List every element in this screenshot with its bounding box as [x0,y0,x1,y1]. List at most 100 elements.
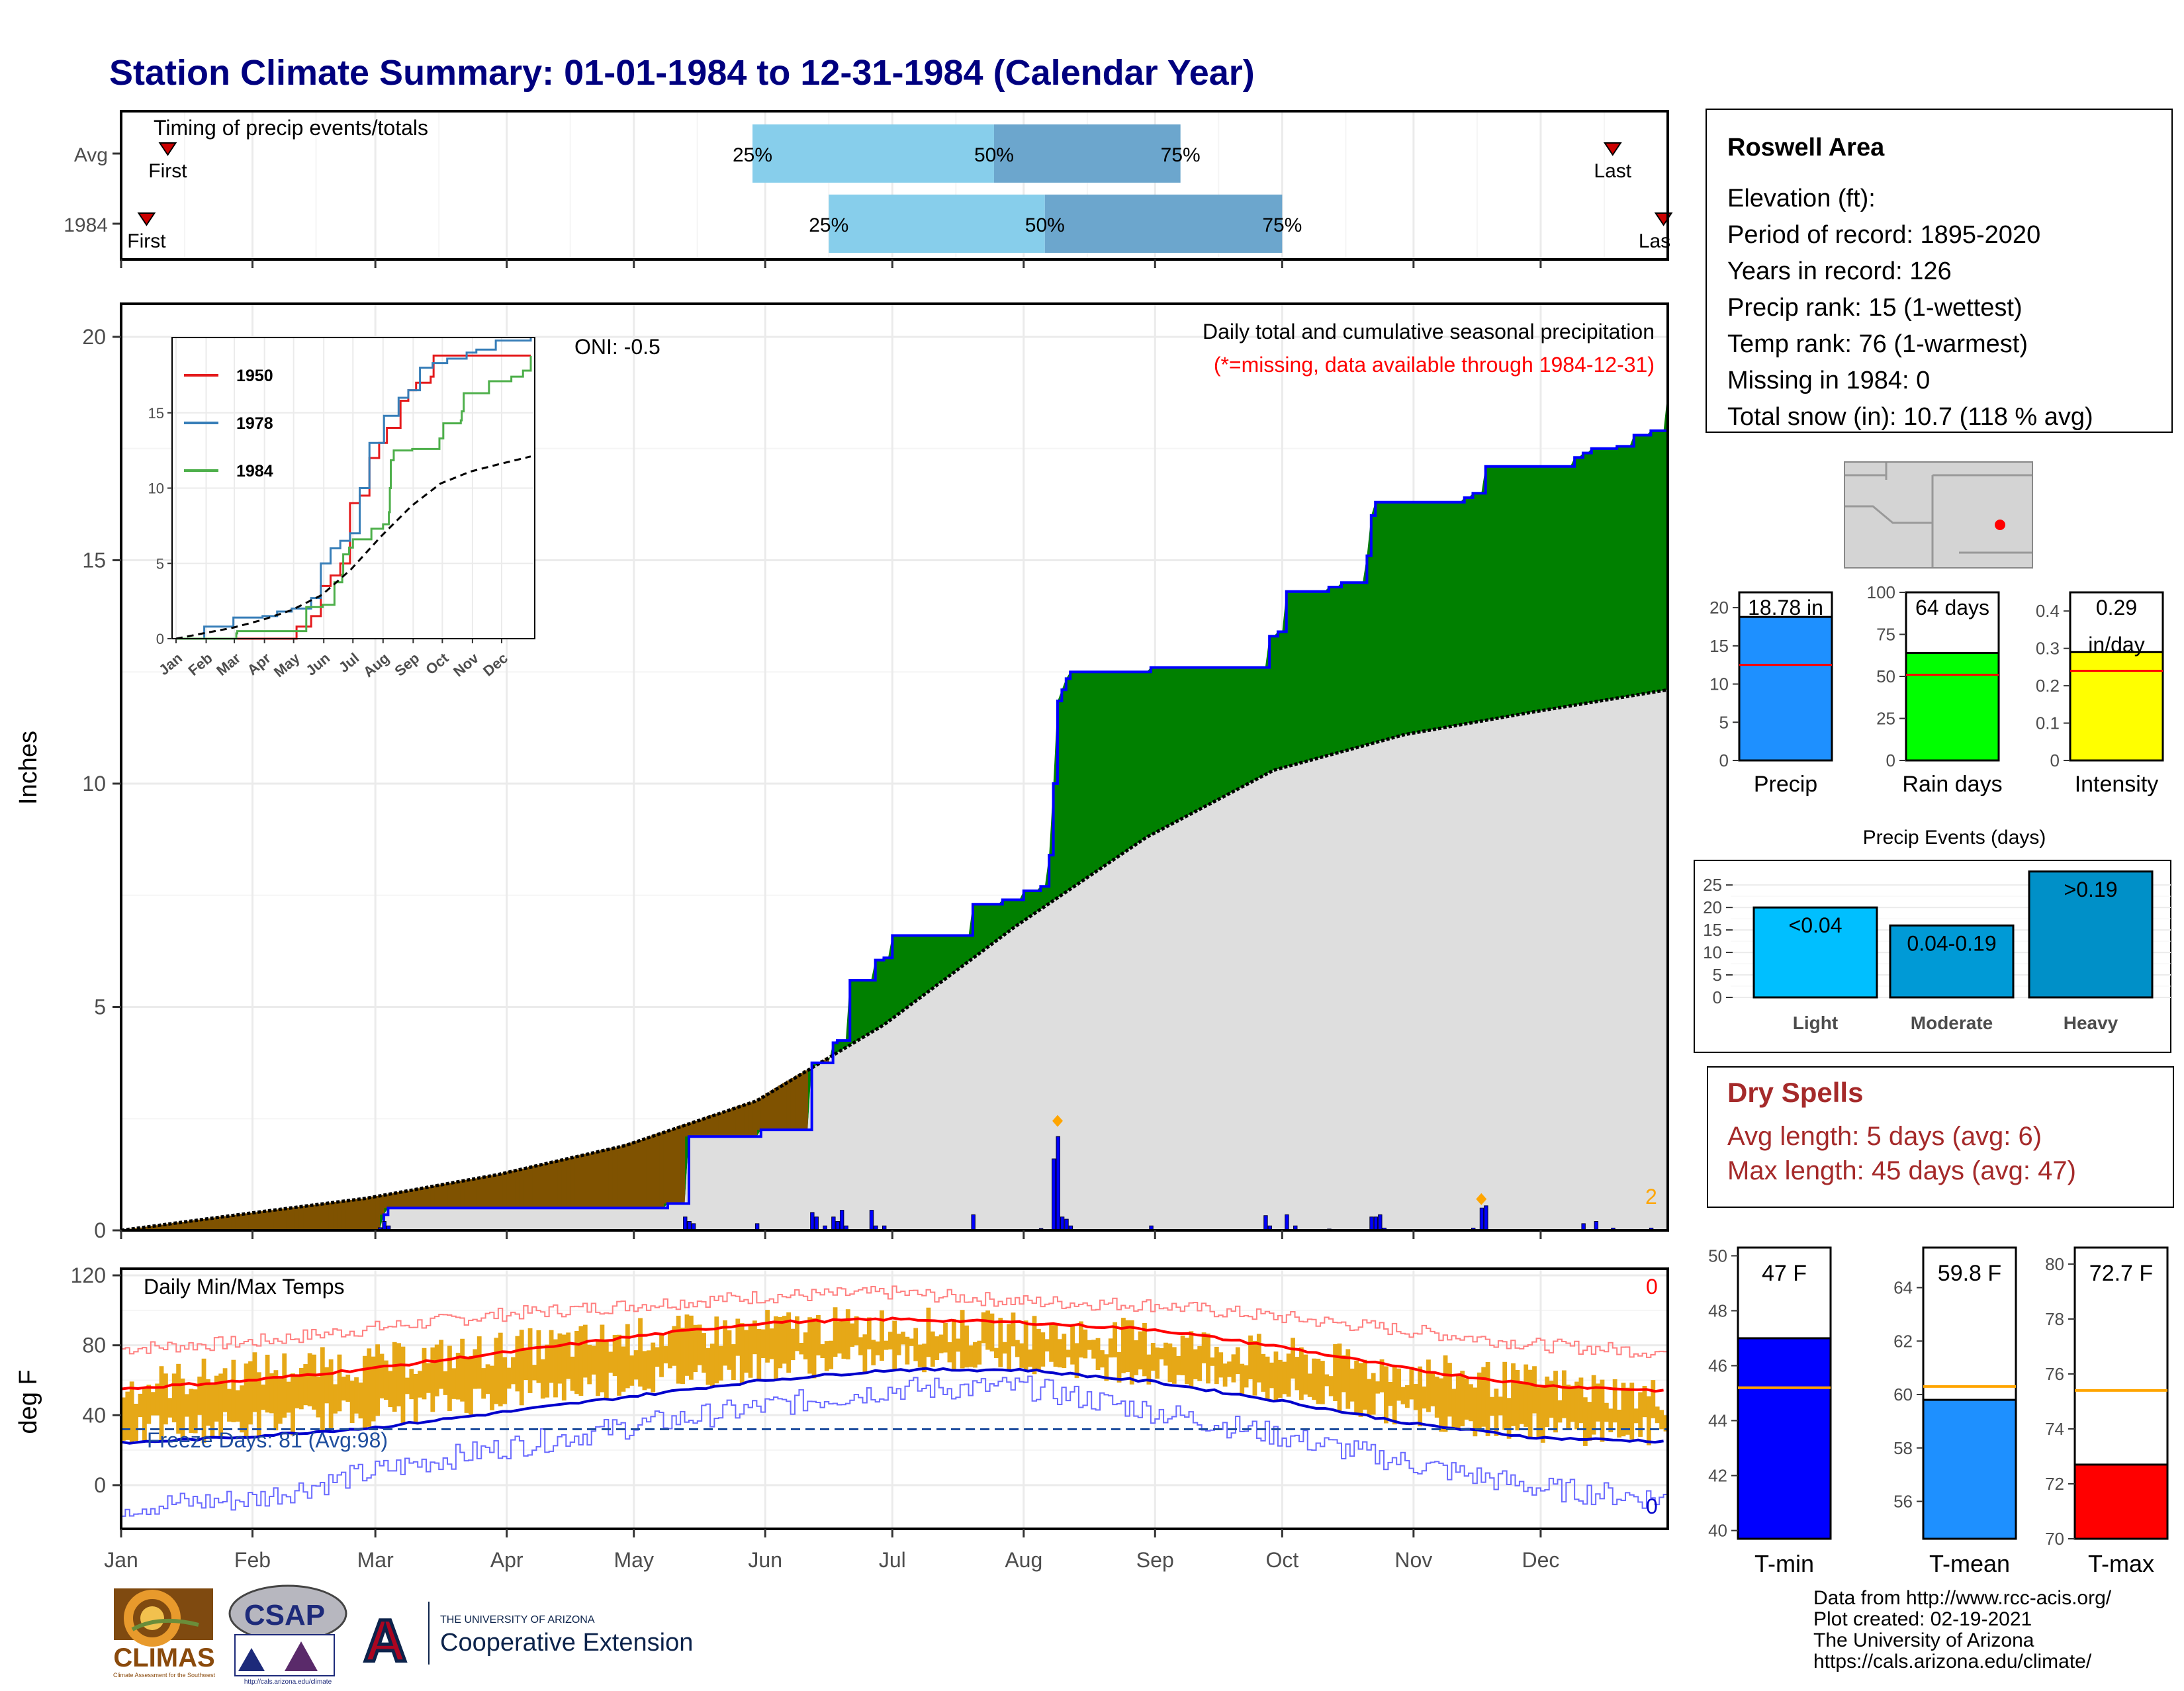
dry-spells-box: Dry Spells Avg length: 5 days (avg: 6) M… [1707,1066,2174,1208]
daily-temp-range-bar [494,1338,499,1404]
daily-temp-range-bar [938,1334,944,1353]
precip-below-average-segment [430,1185,435,1209]
inset-legend-label: 1950 [236,367,273,385]
daily-temp-range-bar [545,1344,550,1398]
summary-ytick-label: 75 [1876,625,1895,645]
daily-temp-range-bar [1155,1347,1160,1379]
daily-temp-range-bar [1363,1359,1367,1410]
timing-border [120,110,1669,261]
daily-temp-range-bar [256,1372,261,1438]
daily-temp-range-bar [392,1342,397,1412]
precip-below-average-segment [587,1153,592,1209]
daily-temp-range-bar [1011,1312,1016,1347]
precip-below-average-segment [621,1145,626,1209]
daily-temp-range-bar [782,1316,787,1364]
daily-temp-range-bar [1422,1386,1427,1409]
daily-temp-range-bar [324,1367,330,1404]
csap-logo-url: http://cals.arizona.edu/climate [244,1678,332,1686]
daily-temp-range-bar [858,1337,863,1355]
precip-below-average-segment [341,1201,346,1230]
station-info-line: Total snow (in): 10.7 (118 % avg) [1727,403,2093,431]
temp-summary-ytick-label: 60 [1893,1385,1913,1404]
daily-temp-range-bar [1312,1358,1316,1400]
summary-bar-label: Rain days [1902,772,2002,797]
precip-below-average-segment [206,1218,211,1230]
precip-below-average-segment [642,1138,647,1209]
daily-temp-range-bar [1574,1381,1579,1430]
daily-temp-range-bar [383,1360,388,1400]
precip-events-chart: Precip Events (days) <0.04 Light 0.04-0.19… [1694,827,2171,1053]
daily-temp-range-bar [629,1355,635,1386]
station-info-box: Roswell Area Elevation (ft): Period of re… [1706,109,2173,433]
precip-below-average-segment [511,1170,516,1209]
daily-temp-range-bar [752,1320,757,1355]
daily-temp-range-bar [1100,1350,1105,1368]
daily-temp-range-bar [1087,1340,1092,1350]
timing-panel: Timing of precip events/totals 25% 50% 75%… [64,110,1673,268]
daily-temp-range-bar [930,1331,935,1367]
daily-temp-range-bar [570,1356,575,1391]
temp-summary-ytick-label: 44 [1708,1411,1727,1431]
daily-temp-range-bar [1019,1343,1024,1368]
credit-line: The University of Arizona [1813,1629,2034,1651]
precip-below-average-segment [718,1112,723,1137]
precip-below-average-segment [277,1209,283,1230]
daily-temp-range-bar [638,1318,643,1387]
precip-below-average-segment [591,1152,596,1209]
daily-temp-range-bar [1469,1384,1473,1422]
daily-temp-range-bar [320,1347,325,1433]
precip-below-average-segment [748,1102,753,1137]
daily-temp-range-bar [176,1363,181,1434]
temp-summary-ytick-label: 58 [1893,1438,1913,1458]
events-ytick-label: 20 [1703,897,1722,917]
precip-below-average-segment [782,1083,787,1130]
precip-below-average-segment [291,1207,296,1230]
climas-logo-text: CLIMAS [113,1643,214,1672]
precip-below-average-segment [282,1208,287,1230]
precip-below-average-segment [536,1164,541,1209]
precip-below-average-segment [404,1190,410,1209]
month-label: Jun [748,1548,782,1572]
daily-temp-range-bar [367,1348,372,1427]
daily-temp-range-bar [688,1315,694,1380]
precip-missing-note: (*=missing, data available through 1984-… [1214,353,1655,377]
daily-temp-range-bar [277,1379,283,1424]
precip-below-average-segment [286,1208,291,1230]
daily-temp-range-bar [404,1377,410,1394]
precip-below-average-segment [697,1119,702,1137]
precip-below-average-segment [723,1111,728,1137]
daily-precip-bar [831,1216,836,1230]
daily-temp-range-bar [379,1353,385,1398]
events-category-label: Light [1793,1013,1838,1033]
daily-temp-range-bar [422,1348,427,1400]
daily-temp-range-bar [1345,1349,1351,1409]
daily-temp-range-bar [244,1363,249,1437]
daily-temp-range-bar [735,1318,741,1356]
precip-below-average-segment [553,1161,559,1209]
precip-below-average-segment [629,1142,635,1209]
daily-temp-range-bar [862,1334,868,1372]
daily-precip-bar [382,1220,387,1230]
station-info-line: Years in record: 126 [1727,257,1952,285]
daily-temp-range-bar [1549,1381,1554,1418]
daily-temp-range-bar [1379,1359,1385,1393]
daily-temp-range-bar [968,1345,974,1367]
daily-temp-range-bar [1176,1355,1181,1375]
precip-below-average-segment [735,1106,741,1137]
daily-temp-range-bar [163,1373,168,1425]
daily-temp-range-bar [1663,1415,1668,1432]
inset-series-1984 [176,355,532,640]
timing-bar-50-75 [993,124,1181,183]
precip-below-average-segment [235,1214,240,1230]
daily-precip-bar [874,1225,878,1230]
precip-below-average-segment [557,1160,563,1209]
daily-temp-range-bar [790,1328,796,1361]
daily-temp-range-bar [273,1370,279,1431]
summary-ytick-label: 10 [1709,674,1729,694]
daily-temp-range-bar [964,1325,969,1368]
temp-summary-ytick-label: 62 [1893,1331,1913,1351]
precip-below-average-segment [561,1159,567,1209]
daily-temp-range-bar [774,1316,778,1381]
summary-ytick-label: 15 [1709,636,1729,656]
daily-precip-bar [1263,1215,1268,1230]
